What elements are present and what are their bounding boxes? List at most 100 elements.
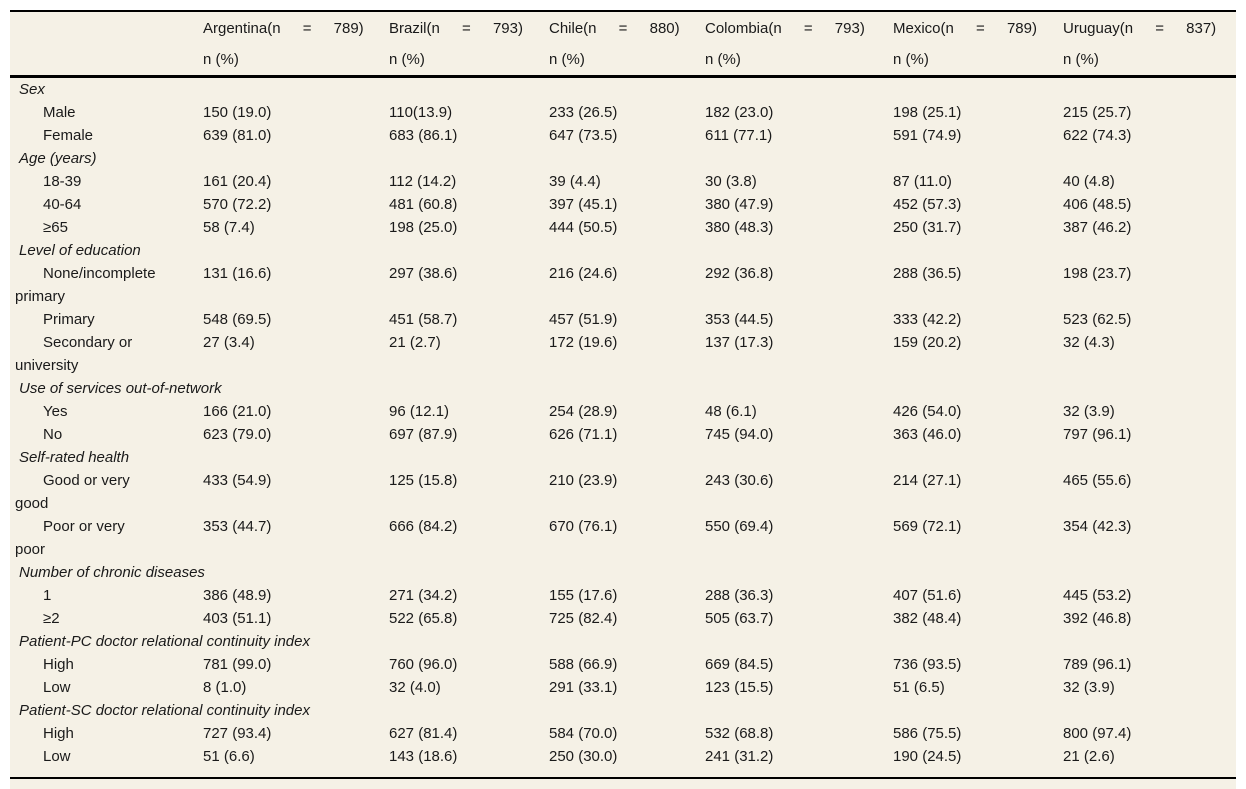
table-row: Secondary or university 27 (3.4) 21 (2.7) 1… (10, 331, 1236, 377)
value-cell: 584 (70.0) (549, 725, 618, 742)
value-cell: 781 (99.0) (203, 656, 272, 673)
value-cell: 627 (81.4) (389, 725, 458, 742)
value-cell: 51 (6.6) (203, 748, 255, 765)
table-row: Yes 166 (21.0) 96 (12.1) 254 (28.9) 48 (6.1)… (10, 400, 1236, 423)
table-row: High 781 (99.0) 760 (96.0) 588 (66.9) 669 (8… (10, 653, 1236, 676)
header-spacer (10, 12, 203, 44)
table-row: 1 386 (48.9) 271 (34.2) 155 (17.6) 288 (36.3… (10, 584, 1236, 607)
section-row: Patient-SC doctor relational continuity … (10, 699, 1236, 722)
table-body: Sex Male 150 (19.0) 110(13.9) 233 (26.5) 182 … (10, 77, 1236, 769)
value-cell: 32 (4.3) (1063, 334, 1115, 351)
value-cell: 548 (69.5) (203, 311, 272, 328)
value-cell: 110(13.9) (389, 104, 453, 121)
row-label: Female (43, 127, 94, 144)
column-header-mexico: Mexico(n = 789) (893, 12, 1063, 44)
section-label: Age (years) (19, 150, 97, 167)
value-cell: 647 (73.5) (549, 127, 618, 144)
value-cell: 182 (23.0) (705, 104, 774, 121)
value-cell: 532 (68.8) (705, 725, 774, 742)
value-cell: 166 (21.0) (203, 403, 272, 420)
table-panel: Argentina(n = 789) Brazil(n = 793) Chile… (10, 10, 1236, 789)
value-cell: 736 (93.5) (893, 656, 962, 673)
value-cell: 150 (19.0) (203, 104, 272, 121)
table-row: ≥65 58 (7.4) 198 (25.0) 444 (50.5) 380 (48.3… (10, 216, 1236, 239)
value-cell: 87 (11.0) (893, 173, 952, 190)
value-cell: 198 (25.0) (389, 219, 458, 236)
table-row: Male 150 (19.0) 110(13.9) 233 (26.5) 182 (23… (10, 101, 1236, 124)
value-cell: 570 (72.2) (203, 196, 272, 213)
value-cell: 21 (2.7) (389, 334, 441, 351)
subheader-row: n (%) n (%) n (%) n (%) n (%) n (%) (10, 44, 1236, 78)
value-cell: 622 (74.3) (1063, 127, 1132, 144)
value-cell: 623 (79.0) (203, 426, 272, 443)
row-label: No (43, 426, 63, 443)
row-label: None/incomplete primary (15, 265, 156, 305)
value-cell: 96 (12.1) (389, 403, 450, 420)
value-cell: 198 (23.7) (1063, 265, 1132, 282)
value-cell: 112 (14.2) (389, 173, 457, 190)
value-cell: 21 (2.6) (1063, 748, 1115, 765)
table-row: Female 639 (81.0) 683 (86.1) 647 (73.5) 611 … (10, 124, 1236, 147)
value-cell: 550 (69.4) (705, 518, 774, 535)
value-cell: 131 (16.6) (203, 265, 272, 282)
table-row: Low 8 (1.0) 32 (4.0) 291 (33.1) 123 (15.5) 51… (10, 676, 1236, 699)
value-cell: 451 (58.7) (389, 311, 458, 328)
section-label: Number of chronic diseases (19, 564, 205, 581)
value-cell: 523 (62.5) (1063, 311, 1132, 328)
value-cell: 481 (60.8) (389, 196, 458, 213)
value-cell: 683 (86.1) (389, 127, 458, 144)
value-cell: 27 (3.4) (203, 334, 255, 351)
column-header-label: Colombia(n = 793) (705, 19, 865, 37)
value-cell: 137 (17.3) (705, 334, 774, 351)
row-label: Male (43, 104, 76, 121)
value-cell: 363 (46.0) (893, 426, 962, 443)
subheader-n-pct: n (%) (893, 44, 1063, 78)
value-cell: 407 (51.6) (893, 587, 962, 604)
table-row: Poor or very poor 353 (44.7) 666 (84.2) 670… (10, 515, 1236, 561)
section-label: Use of services out-of-network (19, 380, 222, 397)
value-cell: 725 (82.4) (549, 610, 618, 627)
value-cell: 353 (44.7) (203, 518, 272, 535)
value-cell: 797 (96.1) (1063, 426, 1132, 443)
subheader-n-pct: n (%) (389, 44, 549, 78)
value-cell: 591 (74.9) (893, 127, 962, 144)
value-cell: 426 (54.0) (893, 403, 962, 420)
value-cell: 800 (97.4) (1063, 725, 1132, 742)
column-header-colombia: Colombia(n = 793) (705, 12, 893, 44)
value-cell: 48 (6.1) (705, 403, 757, 420)
value-cell: 333 (42.2) (893, 311, 962, 328)
value-cell: 586 (75.5) (893, 725, 962, 742)
section-row: Self-rated health (10, 446, 1236, 469)
value-cell: 789 (96.1) (1063, 656, 1132, 673)
value-cell: 241 (31.2) (705, 748, 774, 765)
row-label: ≥2 (43, 610, 60, 627)
section-row: Patient-PC doctor relational continuity … (10, 630, 1236, 653)
row-label: High (43, 656, 74, 673)
value-cell: 161 (20.4) (203, 173, 272, 190)
column-header-label: Chile(n = 880) (549, 19, 680, 37)
section-row: Use of services out-of-network (10, 377, 1236, 400)
subheader-n-pct: n (%) (549, 44, 705, 78)
value-cell: 271 (34.2) (389, 587, 458, 604)
value-cell: 40 (4.8) (1063, 173, 1115, 190)
value-cell: 288 (36.5) (893, 265, 962, 282)
row-label: 18-39 (43, 173, 82, 190)
row-label: High (43, 725, 74, 742)
row-label: Poor or very poor (15, 518, 125, 558)
value-cell: 386 (48.9) (203, 587, 272, 604)
row-label: Low (43, 748, 71, 765)
section-label: Sex (19, 81, 45, 98)
subheader-n-pct: n (%) (203, 44, 389, 78)
value-cell: 159 (20.2) (893, 334, 962, 351)
value-cell: 210 (23.9) (549, 472, 618, 489)
value-cell: 611 (77.1) (705, 127, 773, 144)
value-cell: 215 (25.7) (1063, 104, 1132, 121)
subheader-n-pct: n (%) (1063, 44, 1236, 78)
value-cell: 30 (3.8) (705, 173, 757, 190)
row-label: Yes (43, 403, 68, 420)
value-cell: 452 (57.3) (893, 196, 962, 213)
value-cell: 254 (28.9) (549, 403, 618, 420)
value-cell: 387 (46.2) (1063, 219, 1132, 236)
value-cell: 745 (94.0) (705, 426, 774, 443)
row-label: Low (43, 679, 71, 696)
